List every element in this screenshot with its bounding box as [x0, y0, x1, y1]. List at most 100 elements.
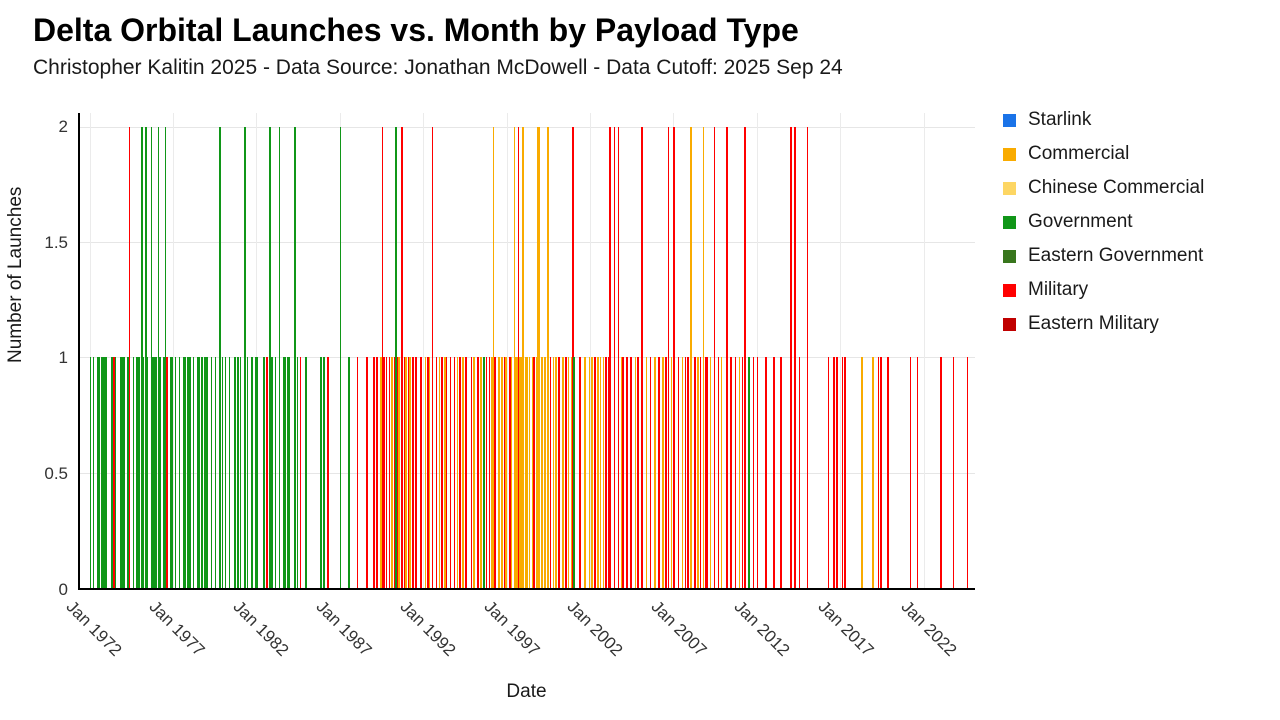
launch-bar — [713, 126, 716, 588]
launch-bar — [145, 126, 147, 588]
launch-bar — [284, 357, 286, 588]
launch-bar — [626, 357, 628, 588]
x-tick-label: Jan 2022 — [898, 597, 961, 660]
launch-bar — [909, 357, 912, 588]
launch-bar — [438, 357, 441, 588]
launch-bar — [376, 357, 378, 588]
legend-label: Starlink — [1028, 109, 1092, 130]
launch-bar — [730, 357, 732, 588]
launch-bar — [588, 357, 591, 588]
launch-bar — [431, 126, 434, 588]
launch-bar — [396, 357, 399, 588]
launch-bar — [182, 357, 185, 588]
legend-item-government[interactable]: Government — [1003, 211, 1204, 232]
legend-item-military[interactable]: Military — [1003, 279, 1204, 300]
launch-bar — [200, 357, 203, 588]
launch-bar — [662, 357, 664, 588]
launch-bar — [521, 126, 524, 588]
legend-swatch — [1003, 215, 1016, 229]
launch-bar — [503, 357, 506, 588]
launch-bar — [609, 126, 612, 588]
launch-bar — [163, 357, 165, 588]
launch-bar — [485, 357, 488, 588]
launch-bar — [327, 357, 329, 588]
launch-bar — [294, 126, 296, 588]
launch-bar — [513, 126, 516, 588]
launch-bar — [570, 357, 573, 588]
x-tick-label: Jan 1987 — [313, 597, 376, 660]
legend-swatch — [1003, 147, 1016, 161]
legend-item-eastern-military[interactable]: Eastern Military — [1003, 313, 1204, 334]
launch-bar — [250, 357, 253, 588]
launch-bar — [836, 357, 838, 588]
launch-bar — [630, 357, 632, 588]
launch-bar — [794, 126, 796, 588]
launch-bar — [748, 357, 751, 588]
launch-bar — [102, 357, 104, 588]
legend-item-commercial[interactable]: Commercial — [1003, 143, 1204, 164]
launch-bar — [916, 357, 919, 588]
launch-bar — [544, 357, 546, 588]
launch-bar — [940, 357, 942, 588]
launch-bar — [164, 126, 167, 588]
launch-bar — [152, 357, 154, 588]
launch-bar — [844, 357, 846, 588]
launch-bar — [637, 357, 639, 588]
launch-bar — [150, 126, 153, 588]
launch-bar — [449, 357, 452, 588]
launch-bar — [516, 357, 518, 588]
launch-bar — [128, 126, 131, 588]
launch-bar — [170, 357, 172, 588]
launch-bar — [673, 126, 676, 588]
launch-bar — [806, 126, 809, 588]
launch-bar — [494, 357, 496, 588]
launch-bar — [509, 357, 512, 588]
x-tick-label: Jan 2017 — [814, 597, 878, 660]
v-gridline — [506, 113, 508, 588]
launch-bar — [435, 357, 438, 588]
launch-bar — [480, 357, 482, 588]
launch-bar — [756, 357, 759, 588]
launch-bar — [184, 357, 186, 588]
launch-bar — [537, 126, 539, 588]
launch-bar — [533, 357, 535, 588]
launch-bar — [239, 357, 242, 588]
launch-bar — [188, 357, 190, 588]
launch-bar — [741, 357, 744, 588]
launch-bar — [110, 357, 113, 588]
launch-bar — [459, 357, 461, 588]
launch-bar — [605, 357, 607, 588]
launch-bar — [765, 357, 767, 588]
launch-bar — [178, 357, 181, 588]
launch-bar — [546, 126, 549, 588]
legend-label: Government — [1028, 211, 1133, 232]
launch-bar — [555, 357, 557, 588]
launch-bar — [473, 357, 475, 588]
legend-label: Commercial — [1028, 143, 1130, 164]
launch-bar — [526, 357, 528, 588]
launch-bar — [114, 357, 117, 588]
legend-item-eastern-government[interactable]: Eastern Government — [1003, 245, 1204, 266]
legend-label: Chinese Commercial — [1028, 177, 1205, 198]
launch-bar — [665, 357, 667, 588]
x-tick-label: Jan 2002 — [563, 597, 627, 660]
launch-bar — [524, 357, 527, 588]
launch-bar — [103, 357, 106, 588]
legend-label: Military — [1028, 279, 1089, 300]
launch-bar — [196, 357, 199, 588]
x-tick-label: Jan 1972 — [62, 597, 126, 660]
launch-bar — [841, 357, 844, 588]
x-tick-label: Jan 1997 — [480, 597, 544, 660]
launch-bar — [266, 357, 268, 588]
h-gridline — [80, 242, 975, 244]
launch-bar — [228, 357, 231, 588]
launch-bar — [348, 357, 350, 588]
v-gridline — [923, 113, 925, 588]
launch-bar — [498, 357, 500, 588]
legend-item-chinese-commercial[interactable]: Chinese Commercial — [1003, 177, 1205, 198]
legend-swatch — [1003, 317, 1016, 331]
x-tick-label: Jan 1977 — [145, 597, 209, 660]
launch-bar — [453, 357, 456, 588]
launch-bar — [405, 357, 407, 588]
legend-item-starlink[interactable]: Starlink — [1003, 109, 1204, 130]
